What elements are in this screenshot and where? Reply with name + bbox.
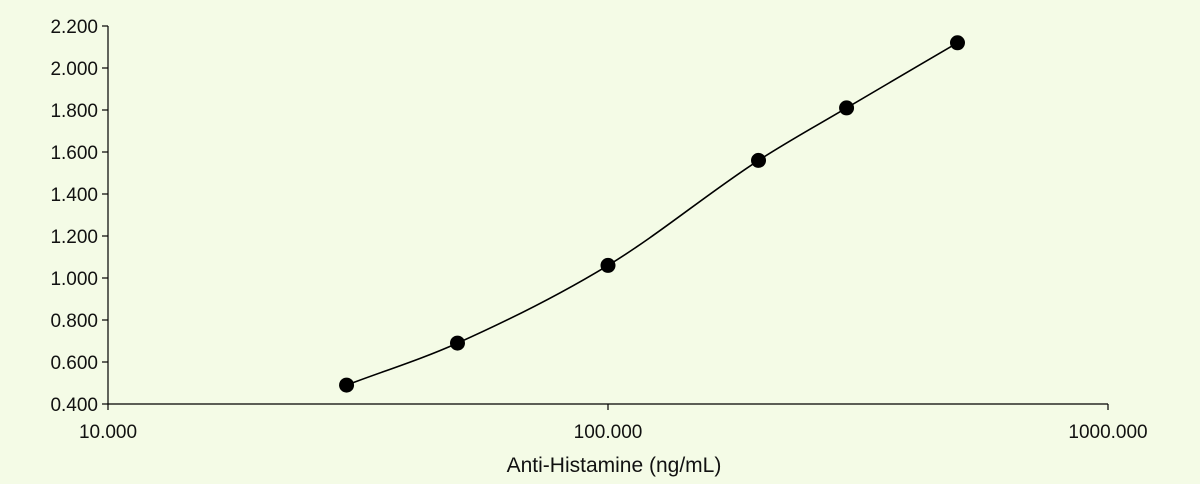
data-point: [751, 152, 767, 168]
x-tick-label: 1000.000: [1068, 422, 1147, 443]
data-points: [339, 35, 965, 393]
data-point: [449, 335, 465, 351]
y-tick-label: 0.800: [50, 311, 98, 332]
y-tick-label: 2.000: [50, 59, 98, 80]
x-axis-title: Anti-Histamine (ng/mL): [507, 454, 722, 477]
y-tick-label: 0.400: [50, 395, 98, 416]
x-axis-ticks: 10.000 100.000 1000.000: [79, 404, 1148, 443]
data-point: [949, 35, 965, 51]
data-point: [600, 257, 616, 273]
y-tick-label: 1.800: [50, 101, 98, 122]
data-point: [339, 377, 355, 393]
x-tick-label: 100.000: [574, 422, 643, 443]
y-tick-label: 1.200: [50, 227, 98, 248]
x-tick-label: 10.000: [79, 422, 137, 443]
y-tick-label: 1.400: [50, 185, 98, 206]
y-tick-label: 1.000: [50, 269, 98, 290]
data-point: [839, 100, 855, 116]
fitted-curve: [346, 42, 958, 386]
y-axis-ticks: 0.400 0.600 0.800 1.000 1.200 1.400 1.600 1.800…: [50, 17, 108, 416]
y-tick-label: 1.600: [50, 143, 98, 164]
y-tick-label: 2.200: [50, 17, 98, 38]
y-tick-label: 0.600: [50, 353, 98, 374]
